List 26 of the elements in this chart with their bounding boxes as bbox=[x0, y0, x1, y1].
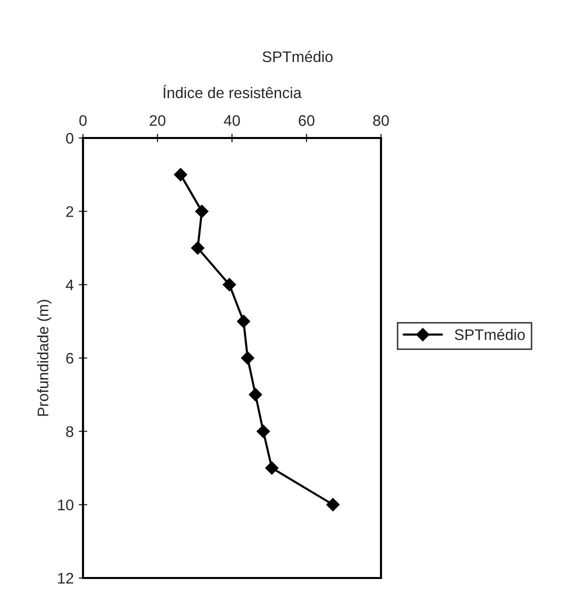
y-tick-label: 8 bbox=[66, 426, 74, 438]
point bbox=[241, 351, 254, 365]
chart-title: SPTmédio bbox=[262, 50, 333, 62]
legend-label: SPTmédio bbox=[454, 328, 525, 340]
point bbox=[326, 498, 340, 512]
x-tick-label: 20 bbox=[150, 115, 166, 126]
x-tick-label: 80 bbox=[373, 115, 389, 126]
point bbox=[265, 461, 278, 475]
point bbox=[191, 241, 204, 255]
y-tick-label: 2 bbox=[66, 206, 74, 217]
point bbox=[222, 278, 236, 292]
point bbox=[174, 168, 188, 182]
x-tick-label: 0 bbox=[79, 115, 87, 126]
x-axis-title: Índice de resistência bbox=[163, 84, 302, 98]
y-tick-label: 4 bbox=[66, 280, 74, 290]
y-tick-label: 6 bbox=[66, 352, 74, 364]
point bbox=[256, 424, 270, 438]
x-tick-label: 60 bbox=[298, 115, 314, 126]
point bbox=[248, 388, 262, 402]
point bbox=[195, 204, 208, 218]
x-tick-label: 40 bbox=[224, 115, 240, 126]
y-tick-label: 12 bbox=[58, 572, 74, 584]
y-tick-label: 0 bbox=[66, 132, 74, 144]
y-axis-title: Profundidade (m) bbox=[37, 300, 52, 416]
y-tick-label: 10 bbox=[58, 500, 74, 510]
point bbox=[236, 314, 250, 328]
